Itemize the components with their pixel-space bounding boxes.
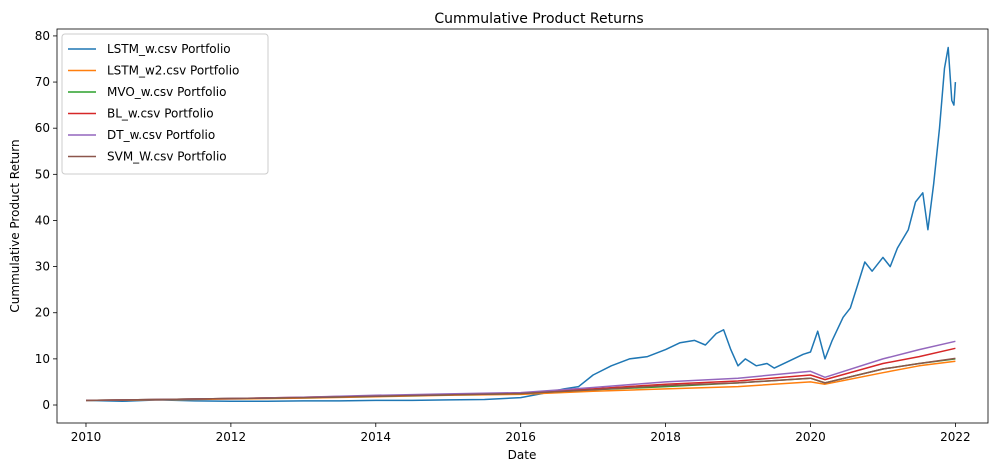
x-tick-label: 2010 [71, 430, 102, 444]
y-tick-label: 70 [35, 75, 50, 89]
legend: LSTM_w.csv Portfolio LSTM_w2.csv Portfoli… [61, 33, 269, 175]
y-tick-label: 30 [35, 260, 50, 274]
y-axis: 0 10 20 30 40 50 60 70 80 [35, 29, 57, 412]
series-line-4 [85, 340, 956, 402]
y-tick-label: 40 [35, 213, 50, 227]
y-tick-label: 0 [42, 398, 50, 412]
legend-label-1: LSTM_w2.csv Portfolio [107, 64, 239, 78]
legend-box [61, 33, 269, 175]
y-axis-title: Cummulative Product Return [8, 139, 22, 312]
chart-title: Cummulative Product Returns [434, 11, 643, 27]
x-tick-label: 2020 [795, 430, 826, 444]
legend-label-4: DT_w.csv Portfolio [107, 128, 215, 142]
y-tick-label: 50 [35, 167, 50, 181]
series-line-0 [85, 46, 957, 403]
x-tick-label: 2012 [216, 430, 247, 444]
series-line-1 [85, 360, 956, 402]
y-tick-label: 10 [35, 352, 50, 366]
x-tick-label: 2022 [940, 430, 971, 444]
series-line-5 [85, 357, 956, 402]
y-tick-label: 80 [35, 29, 50, 43]
y-tick-label: 60 [35, 121, 50, 135]
legend-label-2: MVO_w.csv Portfolio [107, 85, 226, 99]
x-tick-label: 2018 [650, 430, 681, 444]
legend-label-0: LSTM_w.csv Portfolio [107, 42, 231, 56]
x-tick-label: 2016 [505, 430, 536, 444]
x-tick-label: 2014 [361, 430, 392, 444]
x-axis: 2010 2012 2014 2016 2018 2020 2022 [71, 423, 971, 444]
plot-frame [56, 28, 989, 424]
plot-lines [85, 46, 957, 403]
legend-label-3: BL_w.csv Portfolio [107, 107, 214, 121]
x-axis-title: Date [508, 448, 537, 462]
y-tick-label: 20 [35, 306, 50, 320]
legend-label-5: SVM_W.csv Portfolio [107, 150, 227, 164]
